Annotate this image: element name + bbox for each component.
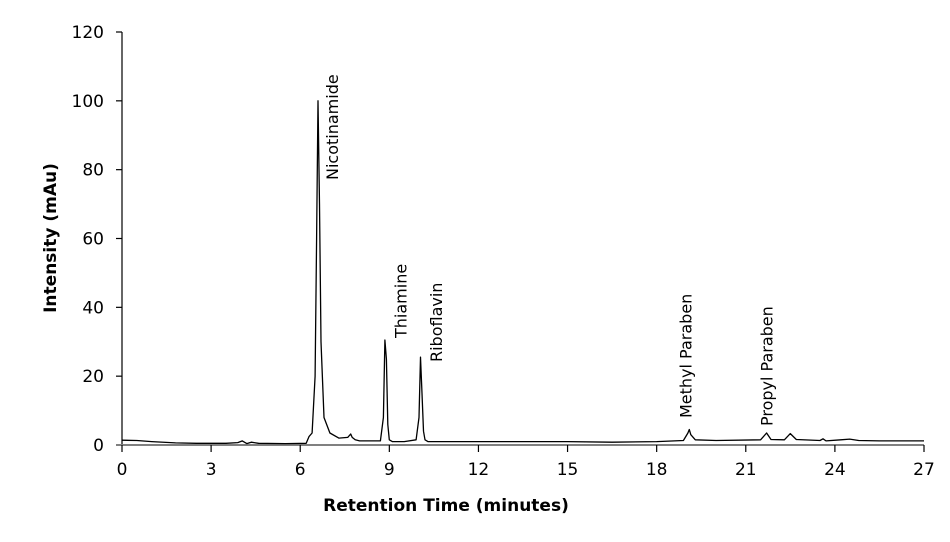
x-tick-label: 3 bbox=[206, 460, 217, 480]
peak-label: Nicotinamide bbox=[323, 74, 342, 180]
x-tick-label: 12 bbox=[468, 460, 490, 480]
x-axis-title: Retention Time (minutes) bbox=[323, 496, 569, 516]
peak-label: Riboflavin bbox=[427, 283, 446, 362]
series-line bbox=[121, 100, 924, 445]
y-tick-label: 20 bbox=[82, 367, 104, 387]
y-tick-label: 100 bbox=[72, 92, 104, 112]
x-tick-label: 6 bbox=[295, 460, 306, 480]
y-tick-label: 0 bbox=[93, 436, 104, 456]
x-tick-label: 9 bbox=[384, 460, 395, 480]
y-tick-label: 40 bbox=[82, 298, 104, 318]
peak-annotations: Nicotinamide Thiamine Riboflavin Methyl Par… bbox=[323, 74, 777, 426]
y-tick-label: 60 bbox=[82, 230, 104, 250]
chromatogram-trace bbox=[121, 100, 924, 445]
x-tick-label: 27 bbox=[913, 460, 935, 480]
y-axis: 0 20 40 60 80 100 120 bbox=[72, 23, 123, 456]
x-tick-label: 21 bbox=[735, 460, 757, 480]
x-tick-label: 15 bbox=[557, 460, 579, 480]
peak-label: Propyl Paraben bbox=[758, 306, 777, 426]
x-tick-label: 18 bbox=[646, 460, 668, 480]
peak-label: Methyl Paraben bbox=[676, 294, 695, 418]
y-axis-title: Intensity (mAu) bbox=[41, 163, 61, 313]
y-tick-label: 120 bbox=[72, 23, 104, 43]
peak-label: Thiamine bbox=[391, 264, 410, 339]
y-tick-label: 80 bbox=[82, 161, 104, 181]
x-axis: 0 3 6 9 12 15 18 21 24 27 bbox=[116, 444, 935, 480]
x-tick-label: 24 bbox=[824, 460, 846, 480]
x-tick-label: 0 bbox=[117, 460, 128, 480]
